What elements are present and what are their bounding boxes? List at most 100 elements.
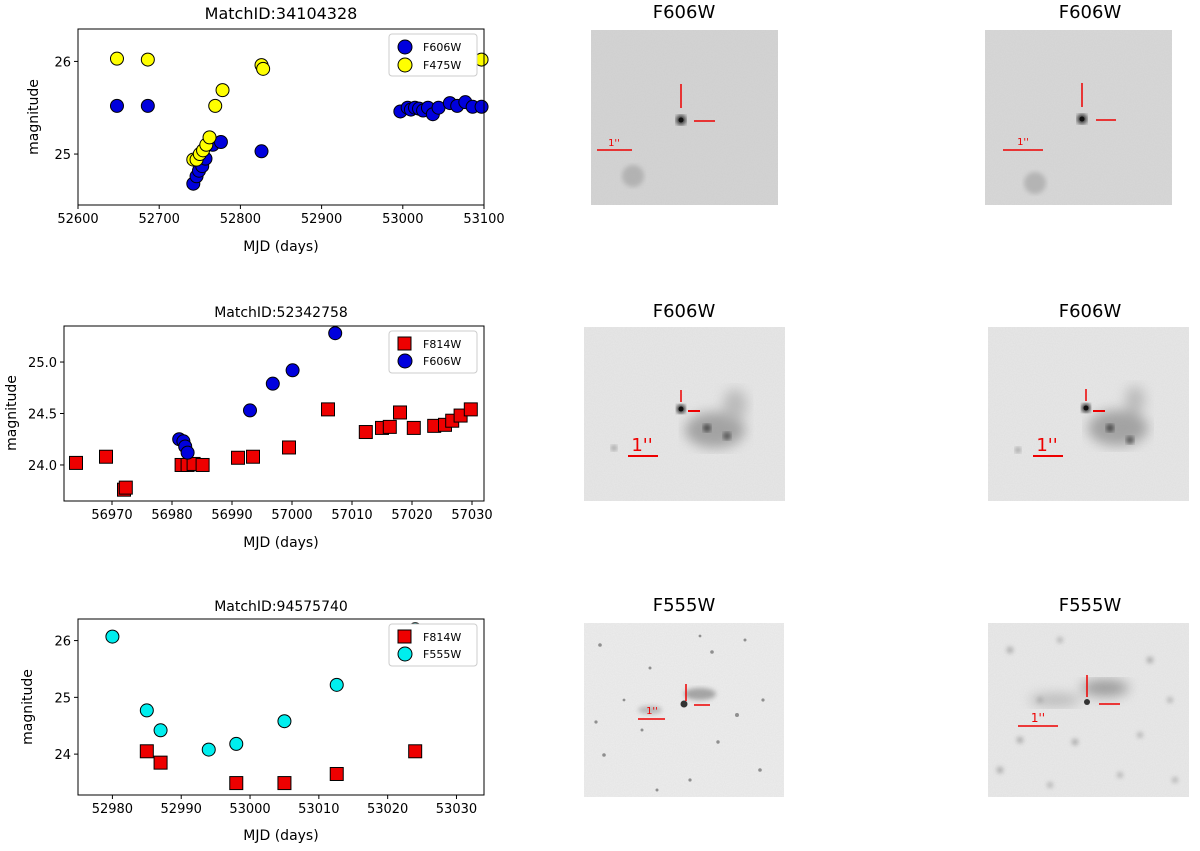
data-point-F814W	[329, 766, 344, 781]
cutout-image-2: F606W 1''	[985, 2, 1172, 205]
x-tick-label: 52800	[220, 212, 261, 227]
cutout-3-scale-label: 1''	[631, 435, 652, 456]
x-tick-label: 57000	[271, 508, 312, 523]
data-point-F814W	[195, 457, 210, 472]
y-tick-label: 25	[54, 691, 71, 706]
panel-3-ylabel: magnitude	[20, 669, 36, 745]
data-point-F814W	[153, 755, 168, 770]
data-point-F555W	[153, 723, 168, 738]
data-point-F606W	[140, 98, 155, 113]
data-point-F555W	[277, 714, 292, 729]
data-point-F814W	[282, 440, 296, 455]
data-point-F475W	[140, 52, 155, 67]
legend-marker-F814W	[397, 336, 412, 351]
data-point-F814W	[463, 402, 478, 417]
lightcurve-panel-2: MatchID:52342758 56970 56980 56990 57000 570…	[4, 305, 493, 551]
legend-label-F555W: F555W	[423, 648, 461, 661]
x-tick-label: 53000	[229, 802, 270, 817]
panel-2-title: MatchID:52342758	[214, 305, 348, 321]
x-tick-label: 52900	[301, 212, 342, 227]
cutout-image-3: F606W 1''	[584, 301, 785, 501]
data-point-F555W	[201, 742, 216, 757]
x-tick-label: 52980	[92, 802, 133, 817]
data-point-F606W	[474, 99, 489, 114]
cutout-5-title: F555W	[653, 595, 716, 616]
cutout-4-scale-label: 1''	[1036, 435, 1057, 456]
cutout-4-title: F606W	[1059, 301, 1122, 322]
y-tick-label: 24	[54, 748, 71, 763]
legend-marker-F606W	[397, 353, 413, 369]
data-point-F814W	[408, 744, 423, 759]
panel-2-frame	[63, 325, 485, 502]
x-tick-label: 52600	[57, 212, 98, 227]
data-point-F475W	[208, 98, 223, 113]
x-tick-label: 53030	[436, 802, 477, 817]
panel-2-ylabel: magnitude	[4, 375, 20, 451]
cutout-image-5: F555W 1''	[584, 595, 784, 797]
panel-1-ylabel: magnitude	[26, 79, 42, 155]
data-point-F814W	[99, 449, 113, 464]
x-tick-label: 53020	[367, 802, 408, 817]
x-tick-label: 57020	[391, 508, 432, 523]
cutout-1-scale-label: 1''	[608, 138, 620, 149]
lightcurve-panel-1: MatchID:34104328 52600 52700 52800 52900 530…	[26, 4, 505, 255]
y-tick-label: 25	[54, 148, 71, 163]
data-point-F814W	[382, 419, 397, 434]
data-point-F814W	[231, 450, 245, 465]
legend-label-F606W: F606W	[423, 355, 461, 368]
cutout-2-scale-label: 1''	[1017, 137, 1029, 148]
data-point-F606W	[328, 326, 343, 341]
panel-2-xlabel: MJD (days)	[243, 535, 318, 551]
data-point-F555W	[139, 703, 154, 718]
data-point-F606W	[109, 98, 124, 113]
legend-marker-F475W	[397, 57, 413, 73]
data-point-F814W	[321, 402, 335, 417]
panel-1-xlabel: MJD (days)	[243, 239, 318, 255]
data-point-F814W	[246, 449, 260, 464]
legend-label-F475W: F475W	[423, 59, 461, 72]
data-point-F475W	[109, 51, 124, 66]
x-tick-label: 57010	[331, 508, 372, 523]
cutout-3-title: F606W	[653, 301, 716, 322]
panel-2-legend: F814W F606W	[388, 330, 478, 374]
lightcurve-panel-3: MatchID:94575740 52980 52990 53000 53010 530…	[20, 599, 485, 844]
data-point-F555W	[229, 736, 244, 751]
data-point-F814W	[229, 776, 244, 791]
legend-label-F606W: F606W	[423, 41, 461, 54]
legend-marker-F555W	[397, 646, 413, 662]
cutout-image-1: F606W 1''	[591, 2, 778, 205]
x-tick-label: 53000	[382, 212, 423, 227]
cutout-1-title: F606W	[653, 2, 716, 23]
data-point-F475W	[256, 61, 271, 76]
panel-2-plot-area: 56970 56980 56990 57000 57010 57020 57030 24.0 2…	[28, 326, 493, 523]
data-point-F475W	[215, 83, 230, 98]
x-tick-label: 57030	[451, 508, 492, 523]
data-point-F606W	[285, 363, 300, 378]
data-point-F814W	[358, 425, 373, 440]
data-point-F606W	[265, 376, 280, 391]
legend-label-F814W: F814W	[423, 631, 461, 644]
x-tick-label: 52990	[161, 802, 202, 817]
data-point-F814W	[393, 405, 407, 420]
data-point-F475W	[202, 130, 217, 145]
y-tick-label: 26	[54, 635, 71, 650]
cutout-5-scale-label: 1''	[646, 706, 658, 717]
data-point-F814W	[69, 455, 83, 470]
x-tick-label: 52700	[139, 212, 180, 227]
data-point-F606W	[243, 403, 257, 418]
panel-3-title: MatchID:94575740	[214, 599, 348, 615]
cutout-6-title: F555W	[1059, 595, 1122, 616]
data-point-F606W	[254, 144, 269, 159]
data-point-F555W	[329, 677, 344, 692]
data-point-F814W	[277, 776, 292, 791]
panel-3-xlabel: MJD (days)	[243, 828, 318, 844]
y-tick-label: 25.0	[28, 356, 57, 371]
legend-label-F814W: F814W	[423, 338, 461, 351]
panel-3-legend: F814W F555W	[388, 623, 478, 667]
cutout-2-title: F606W	[1059, 2, 1122, 23]
data-point-F814W	[139, 744, 154, 759]
legend-marker-F606W	[397, 39, 413, 55]
y-tick-label: 26	[54, 55, 71, 70]
legend-marker-F814W	[397, 629, 412, 644]
